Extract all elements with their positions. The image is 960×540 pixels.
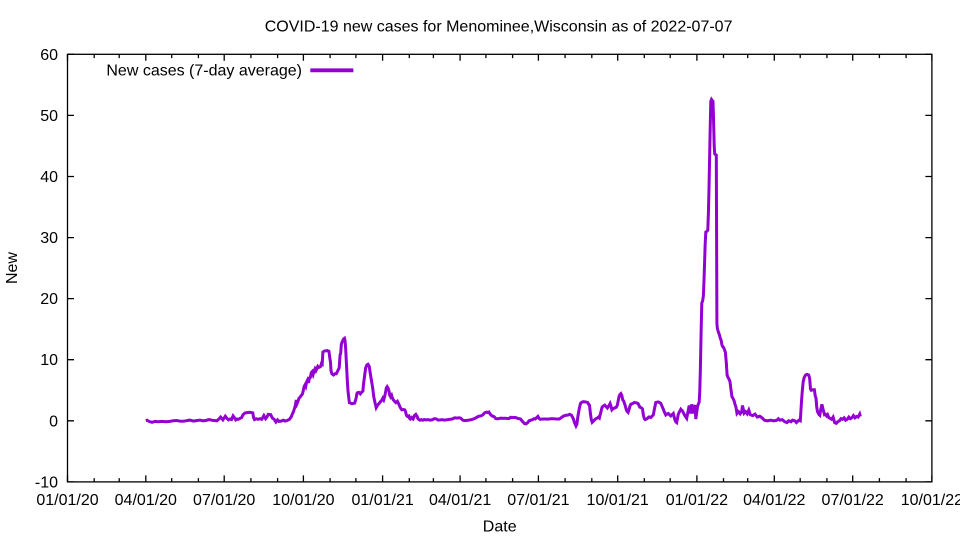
svg-text:01/01/20: 01/01/20 — [36, 492, 98, 509]
svg-text:10/01/20: 10/01/20 — [272, 492, 334, 509]
svg-text:07/01/21: 07/01/21 — [507, 492, 569, 509]
svg-text:10: 10 — [40, 352, 58, 369]
svg-text:COVID-19 new cases for Menomin: COVID-19 new cases for Menominee,Wiscons… — [265, 19, 733, 36]
svg-text:20: 20 — [40, 291, 58, 308]
svg-text:07/01/20: 07/01/20 — [193, 492, 255, 509]
svg-text:New cases (7-day average): New cases (7-day average) — [106, 63, 302, 80]
svg-text:04/01/22: 04/01/22 — [743, 492, 805, 509]
svg-text:01/01/21: 01/01/21 — [351, 492, 413, 509]
svg-text:10/01/22: 10/01/22 — [901, 492, 960, 509]
svg-text:07/01/22: 07/01/22 — [822, 492, 884, 509]
svg-text:04/01/21: 04/01/21 — [429, 492, 491, 509]
svg-text:01/01/22: 01/01/22 — [666, 492, 728, 509]
svg-text:30: 30 — [40, 230, 58, 247]
svg-text:New: New — [4, 252, 21, 284]
svg-text:-10: -10 — [35, 474, 58, 491]
svg-text:10/01/21: 10/01/21 — [587, 492, 649, 509]
svg-text:40: 40 — [40, 169, 58, 186]
svg-text:0: 0 — [49, 413, 58, 430]
svg-text:04/01/20: 04/01/20 — [115, 492, 177, 509]
svg-text:50: 50 — [40, 108, 58, 125]
svg-text:Date: Date — [483, 519, 517, 536]
svg-text:60: 60 — [40, 47, 58, 64]
